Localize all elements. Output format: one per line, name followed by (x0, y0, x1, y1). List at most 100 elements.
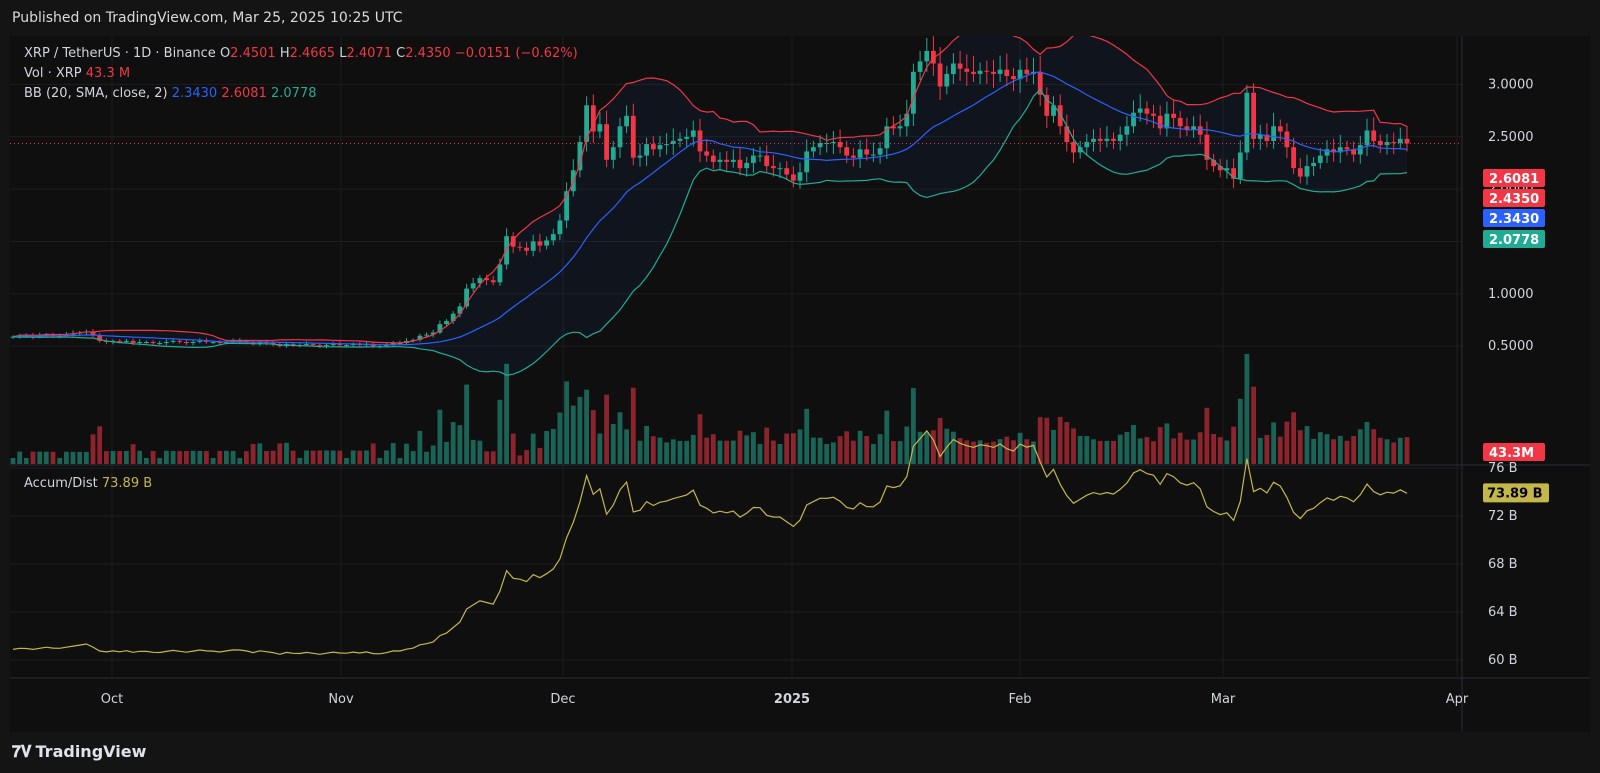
volume-bar (84, 452, 89, 464)
volume-bar (831, 442, 836, 464)
candle-body (1337, 147, 1343, 153)
candle-body (390, 343, 396, 346)
candle (157, 341, 163, 346)
volume-bar (1237, 398, 1243, 464)
price-badge-bg (1483, 230, 1545, 248)
candle (917, 50, 923, 80)
volume-bar (1344, 440, 1350, 464)
candle (884, 117, 890, 159)
volume-bar (597, 433, 603, 464)
volume-bar (1164, 423, 1170, 464)
volume-bar (1297, 430, 1303, 464)
candle (1191, 116, 1196, 138)
candle-body (430, 332, 436, 335)
candle (650, 136, 656, 156)
candle-body (304, 344, 309, 346)
candle (984, 60, 990, 84)
price-tick-label: 1.0000 (1488, 287, 1534, 302)
volume-bar (43, 451, 49, 464)
candle (630, 103, 636, 166)
candle (937, 47, 943, 100)
volume-bar (57, 458, 63, 464)
candle-body (951, 63, 956, 74)
volume-bar (317, 450, 323, 464)
volume-bar (590, 410, 596, 464)
candle-body (144, 342, 149, 343)
candle (1244, 85, 1250, 161)
candle-body (1084, 142, 1090, 148)
volume-bar (811, 437, 816, 464)
candle (804, 139, 810, 183)
candle (1017, 59, 1023, 93)
candle-body (1077, 147, 1083, 153)
candle (637, 143, 643, 167)
volume-bar (784, 433, 790, 464)
ad-tick-label: 72 B (1488, 509, 1518, 524)
price-badge-label: 2.6081 (1489, 172, 1539, 187)
chart-frame[interactable]: 3.50003.00002.50002.00001.50001.00000.50… (10, 36, 1590, 732)
candle-body (1297, 168, 1303, 177)
legend-symbol[interactable]: XRP / TetherUS · 1D · Binance (24, 46, 216, 61)
volume-bar (224, 450, 229, 464)
volume-bar (757, 444, 763, 464)
chart-canvas[interactable]: 3.50003.00002.50002.00001.50001.00000.50… (10, 36, 1590, 732)
ad-legend-label[interactable]: Accum/Dist (24, 476, 98, 491)
volume-bar (337, 450, 343, 464)
volume-bar (1204, 407, 1210, 464)
candle (317, 343, 323, 349)
price-badge-bg (1483, 169, 1545, 187)
candle-body (1004, 69, 1010, 76)
volume-bar (797, 429, 803, 464)
volume-bar (184, 451, 189, 464)
candle (1177, 110, 1183, 138)
candle-body (1171, 113, 1176, 118)
candle (597, 112, 603, 139)
legend-vol-label[interactable]: Vol · XRP (24, 66, 82, 81)
legend-o-label: O (219, 46, 231, 61)
candle (964, 54, 970, 86)
candle (150, 340, 156, 345)
volume-bar (1151, 441, 1156, 464)
candle (1117, 126, 1123, 151)
candle (1097, 127, 1103, 152)
tradingview-logo[interactable]: 𝟕𝐕 TradingView (12, 742, 146, 762)
candle-body (1331, 149, 1336, 153)
legend-bb-upper: 2.6081 (221, 86, 267, 101)
published-bar: Published on TradingView.com, Mar 25, 20… (0, 0, 1600, 36)
volume-bar (170, 451, 176, 464)
volume-bar (764, 427, 770, 464)
candle (764, 145, 770, 174)
candle (1051, 96, 1056, 123)
volume-bar (144, 458, 149, 464)
candle-body (1064, 126, 1070, 142)
volume-bar (164, 450, 169, 464)
volume-bar (464, 384, 469, 464)
legend-bb-label[interactable]: BB (20, SMA, close, 2) (24, 86, 168, 101)
volume-bar (1271, 422, 1276, 464)
candle (1037, 55, 1043, 107)
legend-bb-row: BB (20, SMA, close, 2) 2.3430 2.6081 2.0… (24, 84, 578, 104)
legend-high: 2.4665 (289, 46, 336, 61)
candle-body (791, 174, 796, 181)
volume-bar (777, 444, 783, 464)
ad-tick-label: 76 B (1488, 461, 1518, 476)
candle-body (1184, 126, 1190, 130)
candle-body (210, 342, 216, 343)
candle-body (957, 63, 963, 69)
volume-bar (530, 433, 536, 464)
legend-low: 2.4071 (346, 46, 392, 61)
volume-bar (23, 458, 29, 464)
candle-body (764, 155, 770, 167)
candle-body (710, 155, 716, 162)
volume-bar (230, 451, 236, 464)
volume-bar (564, 381, 569, 464)
candle-body (510, 236, 516, 247)
candle-body (1351, 149, 1356, 155)
brand-text: TradingView (35, 742, 147, 761)
candle (464, 283, 469, 309)
candle-body (1124, 126, 1130, 135)
candle-body (911, 71, 916, 114)
candle-body (897, 126, 903, 129)
candle-body (797, 172, 803, 181)
volume-bar (350, 450, 356, 464)
